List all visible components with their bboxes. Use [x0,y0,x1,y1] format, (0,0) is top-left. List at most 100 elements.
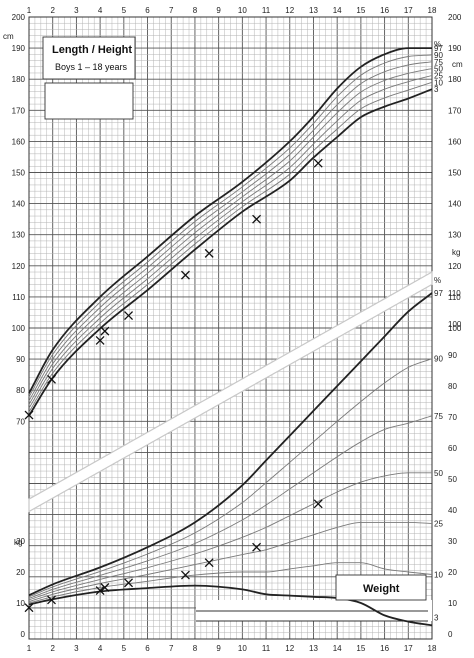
height-percent-symbol: % [434,40,441,49]
height-tick-label-right: 140 [448,200,462,209]
x-tick-label-top: 15 [356,6,365,15]
weight-title-frame [335,574,427,601]
x-tick-label-top: 18 [428,6,437,15]
weight-measurement-point [252,542,262,552]
weight-measurement-point [47,595,56,605]
x-tick-label-top: 9 [216,6,221,15]
measurement-cross-stroke [180,570,190,580]
x-tick-label-top: 6 [145,6,150,15]
height-tick-label-left: 110 [12,293,25,302]
weight-tick-label-right: 30 [448,537,457,546]
x-tick-label-bottom: 12 [285,644,294,653]
measurement-cross-stroke [47,374,56,384]
x-tick-label-bottom: 1 [27,644,32,653]
measurement-cross-stroke [204,558,214,568]
weight-tick-label-right: 10 [448,599,457,608]
x-tick-label-top: 11 [262,6,271,15]
height-unit-right: cm [452,60,463,69]
x-tick-label-top: 7 [169,6,174,15]
height-percentile-label-75: 75 [434,58,443,67]
height-tick-label-right: 160 [448,137,462,146]
height-tick-label-right: 130 [448,231,462,240]
weight-unit-left: kg [14,538,22,547]
x-tick-label-top: 4 [98,6,103,15]
plot-frame [28,16,433,640]
height-tick-label-left: 120 [12,262,26,271]
height-measurement-point [47,374,56,384]
chart-subtitle: Boys 1 – 18 years [55,62,128,72]
weight-measurement-point [124,578,134,588]
x-tick-label-top: 13 [309,6,318,15]
height-percentile-50 [28,68,433,405]
weight-measurement-point [313,499,323,509]
weight-percentile-label-50: 50 [434,469,443,478]
weight-tick-label-right: 100 [448,320,462,329]
measurement-cross-stroke [95,335,105,345]
x-tick-label-bottom: 18 [428,644,437,653]
weight-percent-symbol: % [434,276,441,285]
weight-title-box: Weight [335,574,427,601]
weight-percentile-50 [28,472,432,601]
x-tick-label-top: 10 [238,6,247,15]
height-tick-label-left: 80 [16,386,25,395]
height-tick-label-right: 180 [448,75,462,84]
measurement-cross-stroke [313,158,323,168]
height-tick-label-left: 160 [12,137,26,146]
measurement-cross-stroke [204,248,214,258]
x-tick-label-top: 2 [50,6,55,15]
x-tick-label-bottom: 16 [380,644,389,653]
height-percentile-90 [28,54,433,398]
weight-tick-label-right: 80 [448,382,457,391]
x-tick-label-bottom: 6 [145,644,150,653]
weight-percentile-label-10: 10 [434,570,443,579]
height-title-box: Length / Height Boys 1 – 18 years [42,36,136,80]
x-tick-label-top: 17 [404,6,413,15]
measurement-cross-stroke [24,603,34,613]
weight-percentile-90 [28,358,433,598]
height-title-frame [42,36,136,80]
height-tick-label-left: 180 [12,75,26,84]
height-percentile-label-50: 50 [434,65,443,74]
height-tick-label-right: 200 [448,13,462,22]
x-tick-label-bottom: 15 [356,644,365,653]
x-tick-label-bottom: 4 [98,644,103,653]
height-percentile-97 [28,47,432,394]
height-percentile-75 [28,61,433,402]
weight-tick-label-right: 50 [448,475,457,484]
x-tick-label-top: 12 [285,6,294,15]
weight-tick-label-right: 60 [448,444,457,453]
weight-tick-label-left: 10 [16,599,25,608]
weight-percentile-label-25: 25 [434,520,443,529]
x-tick-label-bottom: 10 [238,644,247,653]
weight-unit-right: kg [452,248,460,257]
x-tick-label-bottom: 2 [50,644,55,653]
height-tick-label-left: 100 [12,324,26,333]
height-tick-label-left: 190 [12,44,26,53]
height-percentile-3 [28,88,433,417]
weight-percentile-75 [28,415,433,599]
weight-tick-label-right: 70 [448,413,457,422]
height-tick-label-left: 170 [12,106,26,115]
weight-tick-label-left: 0 [21,630,26,639]
weight-percentile-label-3: 3 [434,613,439,622]
height-measurement-point [100,326,110,336]
weight-tick-label-right: 20 [448,568,457,577]
height-percentile-label-10: 10 [434,78,443,87]
weight-tick-label-left: 30 [16,537,25,546]
height-tick-label-right: 120 [448,262,462,271]
x-tick-label-bottom: 13 [309,644,318,653]
weight-tick-label-right: 0 [448,630,453,639]
height-measurement-point [124,311,134,321]
measurement-cross-stroke [124,578,134,588]
height-percentile-label-90: 90 [434,51,443,60]
measurement-cross-stroke [24,410,34,420]
weight-measurement-point [100,583,110,592]
decorations [28,270,433,622]
height-tick-label-right: 190 [448,44,462,53]
height-measurement-point [24,410,34,420]
x-tick-label-top: 8 [193,6,198,15]
measurement-cross-stroke [313,499,323,509]
x-tick-label-top: 3 [74,6,79,15]
weight-tick-label-right: 90 [448,351,457,360]
weight-percentile-3 [28,584,433,627]
